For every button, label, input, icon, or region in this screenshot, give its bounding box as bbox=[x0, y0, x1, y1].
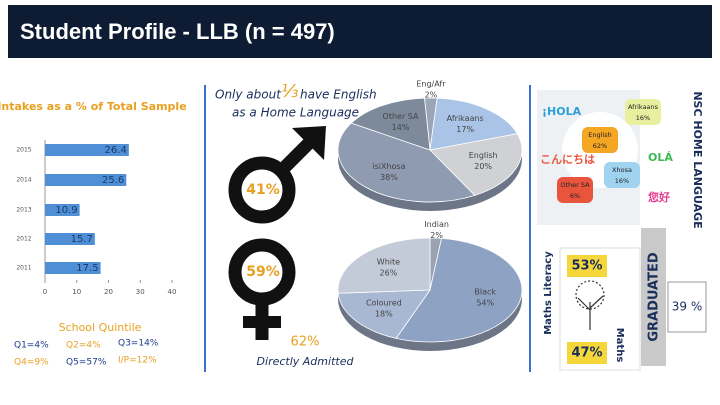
maths-label: Maths bbox=[614, 328, 625, 363]
slice-label: Coloured bbox=[366, 298, 402, 307]
pie-title: Only about bbox=[215, 88, 282, 102]
graduated-box bbox=[667, 281, 707, 333]
language-title: NSC HOME LANGUAGE bbox=[691, 91, 704, 228]
data-label: 15.7 bbox=[71, 234, 93, 245]
maths-value: 47% bbox=[571, 346, 602, 361]
quintile-title: School Quintile bbox=[59, 321, 142, 334]
quintile-item: Q3=14% bbox=[118, 339, 159, 349]
language-tag bbox=[604, 162, 640, 188]
male-icon bbox=[228, 126, 326, 224]
graduated-label: GRADUATED bbox=[647, 252, 662, 341]
bar bbox=[45, 262, 101, 274]
pie-slice bbox=[337, 122, 476, 203]
language-tag bbox=[582, 127, 618, 153]
pie-title: ⅓ bbox=[281, 81, 298, 102]
quintile-item: Q1=4% bbox=[14, 341, 49, 351]
slice-label: isiXhosa bbox=[372, 162, 405, 171]
pie-slice bbox=[350, 97, 431, 151]
y-tick-label: 2012 bbox=[16, 236, 31, 243]
language-tag bbox=[625, 99, 661, 125]
slice-label: Eng/Afr bbox=[416, 80, 446, 89]
admitted-label: Directly Admitted bbox=[257, 355, 355, 368]
greeting: OLÁ bbox=[648, 151, 673, 164]
greeting: こんにちは bbox=[540, 153, 595, 166]
slice-label: Afrikaans bbox=[447, 114, 484, 123]
slice-value: 2% bbox=[430, 231, 443, 240]
bar bbox=[45, 144, 129, 156]
x-tick-label: 40 bbox=[168, 288, 177, 296]
slice-value: 38% bbox=[380, 173, 398, 182]
language-value: 6% bbox=[570, 192, 580, 200]
female-icon bbox=[228, 238, 296, 340]
slice-value: 26% bbox=[380, 268, 398, 277]
header-bar bbox=[8, 5, 712, 58]
quintile-item: Q5=57% bbox=[66, 358, 107, 368]
x-tick-label: 0 bbox=[43, 288, 47, 296]
slice-value: 54% bbox=[476, 299, 494, 308]
greeting: 您好 bbox=[648, 190, 670, 204]
language-label: Other SA bbox=[560, 181, 590, 189]
greeting: ¡HOLA bbox=[542, 105, 582, 118]
pie-slice bbox=[337, 237, 431, 294]
language-label: English bbox=[588, 131, 611, 139]
bar bbox=[45, 204, 80, 216]
graduated-bar bbox=[641, 228, 666, 366]
literacy-value: 53% bbox=[571, 259, 602, 274]
slice-value: 20% bbox=[474, 162, 492, 171]
slice-label: White bbox=[377, 257, 400, 266]
chart-title: Intakes as a % of Total Sample bbox=[0, 100, 187, 113]
language-value: 16% bbox=[636, 114, 650, 122]
male-value: 41% bbox=[246, 182, 280, 198]
quintile-item: Q4=9% bbox=[14, 358, 49, 368]
language-label: Afrikaans bbox=[628, 103, 659, 111]
slice-value: 17% bbox=[456, 125, 474, 134]
y-tick-label: 2011 bbox=[16, 265, 31, 272]
literacy-label: Maths Literacy bbox=[543, 251, 554, 335]
slice-value: 2% bbox=[425, 91, 438, 100]
admitted-value: 62% bbox=[291, 335, 320, 350]
pie-title: as a Home Language bbox=[232, 106, 359, 120]
pie-slice bbox=[337, 289, 431, 339]
x-tick-label: 30 bbox=[136, 288, 145, 296]
data-label: 10.9 bbox=[55, 205, 77, 216]
x-tick-label: 10 bbox=[72, 288, 81, 296]
y-tick-label: 2013 bbox=[16, 207, 31, 214]
female-value: 59% bbox=[246, 264, 280, 280]
quintile-item: Q2=4% bbox=[66, 341, 101, 351]
maths-badge bbox=[567, 342, 607, 364]
graduated-value: 39 % bbox=[672, 300, 703, 314]
header-title: Student Profile - LLB (n = 497) bbox=[20, 19, 335, 44]
language-label: Xhosa bbox=[612, 166, 632, 174]
pie-slice bbox=[429, 133, 523, 196]
pie-slice bbox=[395, 237, 523, 343]
slice-label: English bbox=[469, 151, 498, 160]
language-tag bbox=[557, 177, 593, 203]
y-tick-label: 2014 bbox=[16, 177, 31, 184]
slice-value: 18% bbox=[375, 309, 393, 318]
pie-title: have English bbox=[300, 88, 377, 102]
tree-icon bbox=[575, 280, 605, 330]
pie-slice bbox=[429, 97, 518, 151]
slice-label: Other SA bbox=[383, 112, 419, 121]
y-tick-label: 2015 bbox=[16, 147, 31, 154]
quintile-item: I/P=12% bbox=[118, 356, 157, 366]
bar bbox=[45, 233, 95, 245]
data-label: 17.5 bbox=[76, 263, 98, 274]
language-value: 16% bbox=[615, 177, 629, 185]
language-value: 62% bbox=[593, 142, 607, 150]
slice-label: Black bbox=[474, 288, 496, 297]
slice-label: Indian bbox=[424, 220, 449, 229]
data-label: 26.4 bbox=[105, 145, 127, 156]
data-label: 25.6 bbox=[102, 175, 124, 186]
literacy-badge bbox=[567, 255, 607, 277]
slice-value: 14% bbox=[392, 123, 410, 132]
x-tick-label: 20 bbox=[104, 288, 113, 296]
bar bbox=[45, 174, 127, 186]
